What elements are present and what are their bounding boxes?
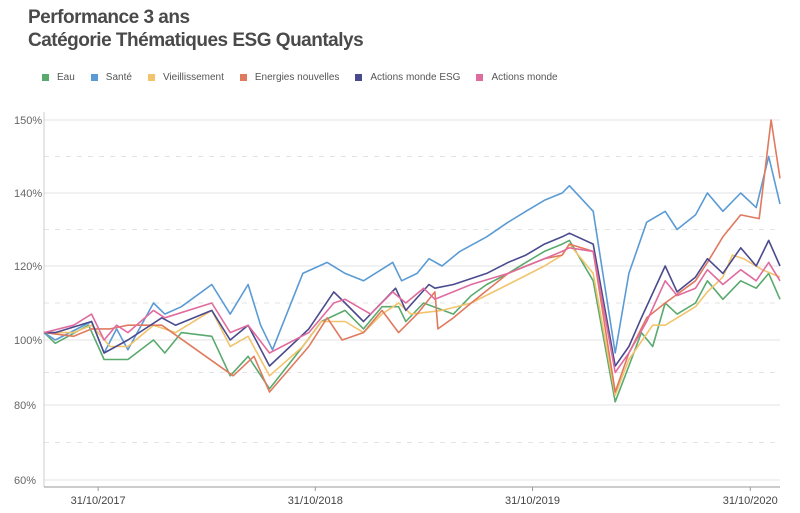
x-tick-label: 31/10/2020 (723, 495, 778, 507)
chart-title-line2: Catégorie Thématiques ESG Quantalys (28, 30, 364, 51)
chart-title: Performance 3 ans Catégorie Thématiques … (28, 6, 364, 52)
y-tick-label: 140% (14, 188, 42, 200)
legend-swatch (42, 74, 49, 81)
y-axis: 60% 80% 100% 120% 140% 150% (14, 112, 45, 487)
legend-item[interactable]: Eau (42, 72, 75, 83)
legend-item[interactable]: Actions monde ESG (355, 72, 460, 83)
y-tick-label: 100% (14, 335, 42, 347)
chart-title-line1: Performance 3 ans (28, 7, 190, 28)
legend-item[interactable]: Santé (90, 72, 132, 83)
series-line-energies-nouvelles (43, 119, 781, 393)
x-axis: 31/10/2017 31/10/2018 31/10/2019 31/10/2020 (44, 486, 780, 507)
x-tick-label: 31/10/2017 (71, 495, 126, 507)
series-line-actions-monde (43, 247, 781, 374)
legend-swatch (355, 74, 363, 81)
legend-item[interactable]: Actions monde (476, 72, 558, 83)
series-line-actions-monde-esg (44, 232, 781, 367)
legend-swatch (476, 74, 484, 81)
chart-grid (44, 119, 780, 481)
legend-label: Actions monde (491, 72, 558, 83)
legend-swatch (239, 74, 247, 81)
chart-legend: Eau Santé Vieillissement Energies nouvelles… (42, 72, 574, 83)
legend-label: Vieillissement (162, 72, 224, 83)
legend-item[interactable]: Energies nouvelles (239, 72, 340, 83)
series-line-sante (43, 155, 781, 354)
y-tick-label: 80% (14, 400, 36, 412)
y-tick-label: 60% (14, 475, 36, 487)
y-tick-label: 150% (14, 115, 42, 127)
legend-label: Santé (105, 72, 132, 83)
legend-swatch (90, 74, 98, 81)
legend-label: Eau (57, 72, 75, 83)
x-tick-label: 31/10/2018 (288, 495, 343, 507)
legend-label: Actions monde ESG (370, 72, 461, 83)
series-line-eau (43, 239, 781, 403)
legend-item[interactable]: Vieillissement (147, 72, 224, 83)
x-tick-label: 31/10/2019 (505, 495, 560, 507)
legend-label: Energies nouvelles (254, 72, 340, 83)
chart-series-group (43, 119, 781, 403)
legend-swatch (147, 74, 155, 81)
y-tick-label: 120% (14, 261, 42, 273)
